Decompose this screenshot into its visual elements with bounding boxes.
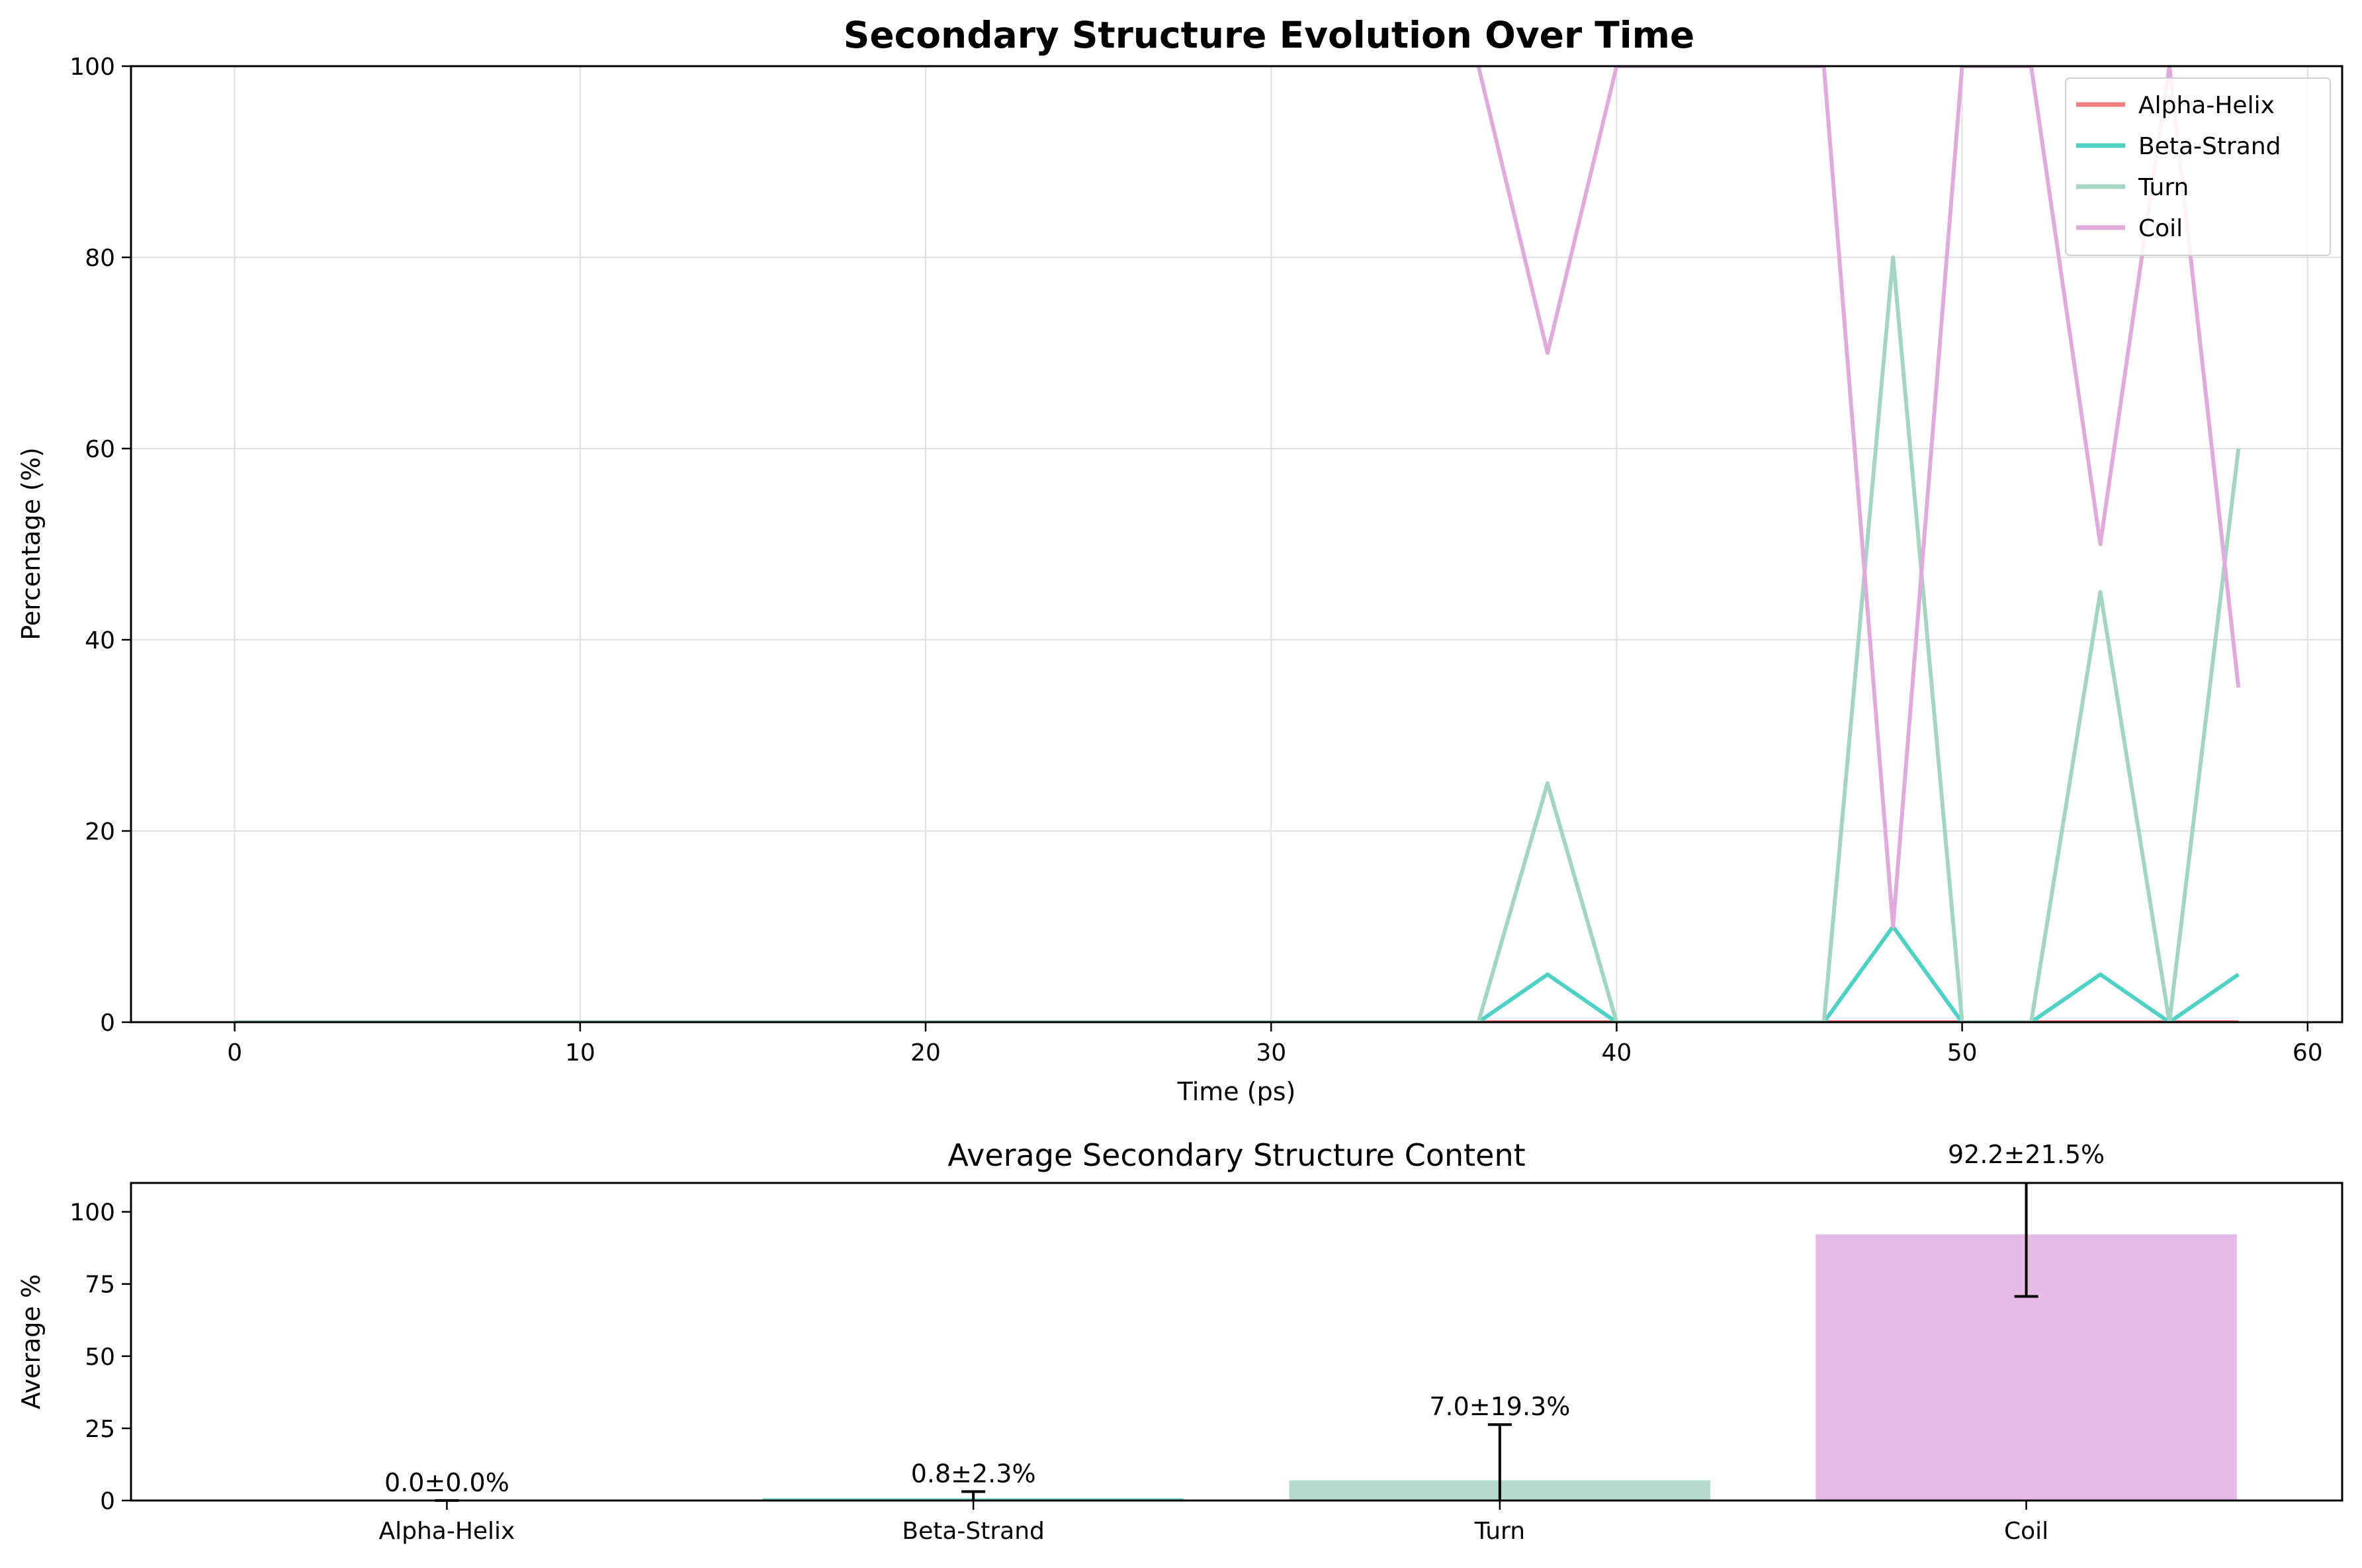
line-chart: Secondary Structure Evolution Over Time … xyxy=(17,14,2343,1106)
legend-label: Alpha-Helix xyxy=(2138,92,2275,119)
legend-box xyxy=(2065,77,2331,256)
bar-chart-frame xyxy=(130,1182,2343,1502)
x-tick-label: 20 xyxy=(910,1039,941,1067)
y-tick-label: 100 xyxy=(69,1199,115,1227)
line-chart-title: Secondary Structure Evolution Over Time xyxy=(844,14,1694,56)
x-tick-label: 30 xyxy=(1256,1039,1286,1067)
line-chart-y-ticks: 0 20 40 60 80 100 xyxy=(69,54,131,1037)
x-tick-label: 50 xyxy=(1947,1039,1978,1067)
bar-chart-x-ticks: Alpha-Helix Beta-Strand Turn Coil xyxy=(378,1501,2048,1545)
bar-chart-data-labels: 0.0±0.0% 0.8±2.3% 7.0±19.3% 92.2±21.5% xyxy=(384,1140,2105,1497)
error-bar-turn xyxy=(1487,1423,1512,1501)
series-line-beta-strand xyxy=(234,924,2240,1022)
y-tick-label: 100 xyxy=(69,54,115,81)
error-bar-beta-strand xyxy=(961,1490,986,1501)
legend-entries: Alpha-Helix Beta-Strand Turn Coil xyxy=(2076,92,2281,242)
x-tick-label: 0 xyxy=(227,1039,242,1067)
legend-label: Beta-Strand xyxy=(2138,133,2281,160)
error-bar-coil xyxy=(2014,1183,2038,1298)
line-chart-frame xyxy=(130,65,2343,1024)
bar-value-label: 92.2±21.5% xyxy=(1948,1140,2105,1169)
y-tick-label: 40 xyxy=(85,627,115,654)
bar-chart: Average Secondary Structure Content 0.0±… xyxy=(17,1137,2343,1545)
y-tick-label: 60 xyxy=(85,436,115,463)
y-tick-label: 80 xyxy=(85,245,115,272)
x-tick-label: Turn xyxy=(1474,1518,1525,1545)
bar-chart-error-bars xyxy=(435,1183,2038,1502)
line-chart-series xyxy=(234,66,2241,1022)
series-line-coil xyxy=(1476,66,2241,929)
x-tick-label: Coil xyxy=(2004,1518,2048,1545)
y-tick-label: 20 xyxy=(85,818,115,846)
bar-chart-y-axis-label: Average % xyxy=(17,1274,46,1409)
legend-label: Turn xyxy=(2138,174,2189,201)
bar-chart-y-ticks: 0 25 50 75 100 xyxy=(69,1199,131,1515)
y-tick-label: 25 xyxy=(85,1416,115,1443)
bar-chart-title: Average Secondary Structure Content xyxy=(947,1137,1525,1173)
bar-value-label: 0.0±0.0% xyxy=(384,1468,509,1497)
x-tick-label: 10 xyxy=(565,1039,595,1067)
x-tick-label: 60 xyxy=(2293,1039,2323,1067)
y-tick-label: 75 xyxy=(85,1272,115,1299)
line-chart-x-ticks: 0 10 20 30 40 50 60 xyxy=(227,1022,2323,1067)
x-tick-label: Beta-Strand xyxy=(902,1518,1045,1545)
y-tick-label: 50 xyxy=(85,1344,115,1371)
line-chart-grid xyxy=(131,65,2342,1023)
series-line-turn xyxy=(234,255,2241,1022)
bar-value-label: 0.8±2.3% xyxy=(911,1459,1036,1488)
line-chart-y-axis-label: Percentage (%) xyxy=(17,447,46,640)
x-tick-label: Alpha-Helix xyxy=(378,1518,515,1545)
y-tick-label: 0 xyxy=(100,1010,115,1037)
line-chart-x-axis-label: Time (ps) xyxy=(1177,1077,1296,1106)
x-tick-label: 40 xyxy=(1602,1039,1632,1067)
legend-label: Coil xyxy=(2138,215,2183,242)
legend: Alpha-Helix Beta-Strand Turn Coil xyxy=(2065,77,2331,256)
bar-value-label: 7.0±19.3% xyxy=(1429,1392,1570,1421)
y-tick-label: 0 xyxy=(100,1488,115,1515)
